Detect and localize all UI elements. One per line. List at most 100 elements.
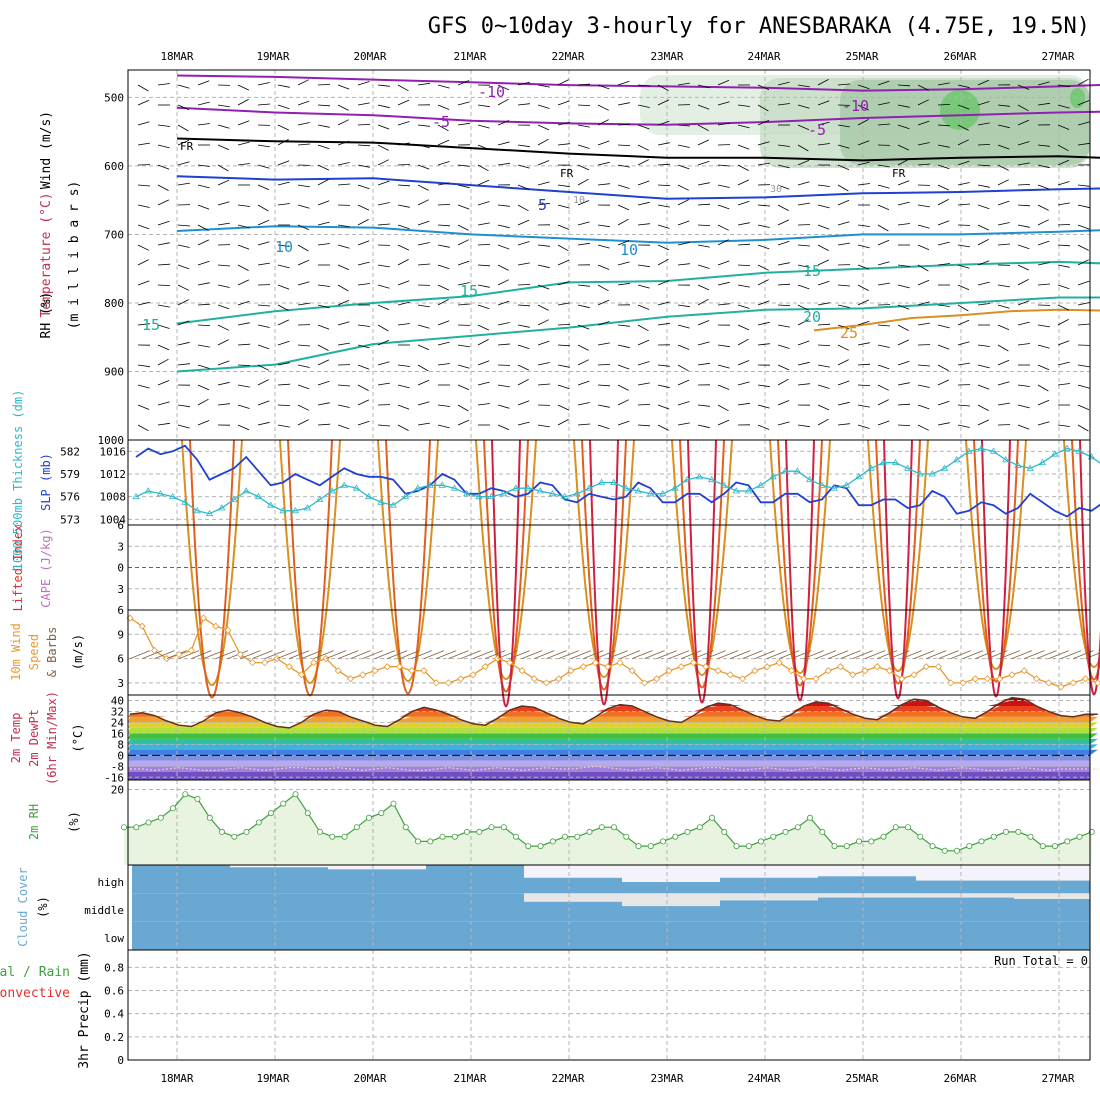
pressure-tick-label: 1000 bbox=[98, 434, 125, 447]
upper-wind-barb bbox=[997, 200, 1010, 206]
rh2m-marker bbox=[770, 833, 777, 840]
top-date-label: 23MAR bbox=[650, 50, 683, 63]
upper-wind-barb bbox=[477, 179, 490, 186]
upper-wind-barb bbox=[457, 164, 470, 167]
thickness-marker bbox=[769, 473, 777, 480]
upper-wind-barb bbox=[417, 364, 429, 372]
wind-speed-marker bbox=[702, 663, 710, 671]
upper-wind-barb bbox=[377, 223, 391, 226]
wind10-barb bbox=[656, 650, 677, 659]
upper-wind-barb bbox=[1057, 159, 1070, 166]
upper-wind-barb bbox=[957, 182, 970, 186]
slp-tick-label: 1008 bbox=[100, 491, 127, 504]
upper-wind-barb bbox=[737, 104, 750, 107]
upper-wind-barb bbox=[337, 404, 350, 408]
upper-wind-barb bbox=[757, 244, 770, 250]
thickness-marker bbox=[1051, 450, 1059, 457]
surface-isotherm-lobe bbox=[671, 439, 733, 676]
upper-wind-barb bbox=[517, 400, 530, 406]
wind-speed-marker bbox=[971, 675, 979, 683]
upper-wind-barb bbox=[477, 104, 490, 108]
upper-wind-barb bbox=[557, 344, 571, 347]
upper-wind-barb bbox=[877, 80, 890, 86]
temp2m-tick-label: -8 bbox=[111, 760, 124, 773]
cloud-cover-middle bbox=[1014, 899, 1090, 922]
wind-speed-marker bbox=[199, 614, 208, 622]
upper-wind-barb bbox=[637, 424, 651, 427]
upper-wind-barb bbox=[297, 259, 310, 266]
contour-label: 5 bbox=[538, 196, 547, 214]
rh2m-marker bbox=[868, 838, 875, 845]
upper-wind-barb bbox=[1057, 264, 1070, 268]
upper-wind-barb bbox=[437, 244, 450, 248]
upper-wind-barb bbox=[797, 244, 811, 247]
upper-wind-barb bbox=[377, 159, 389, 166]
upper-wind-barb bbox=[517, 241, 530, 246]
surface-isotherm-lobe bbox=[777, 439, 823, 687]
upper-wind-barb bbox=[157, 184, 169, 191]
upper-wind-barb bbox=[197, 204, 210, 210]
upper-wind-barb bbox=[417, 379, 430, 386]
upper-wind-barb bbox=[337, 119, 349, 126]
upper-wind-barb bbox=[857, 244, 870, 249]
upper-wind-barb bbox=[637, 324, 649, 332]
thickness-marker bbox=[622, 484, 630, 491]
upper-wind-barb bbox=[157, 144, 170, 149]
rh2m-marker bbox=[255, 819, 262, 826]
wind10-barb bbox=[534, 650, 555, 659]
cloud-cover-low bbox=[1014, 921, 1090, 950]
rh2m-marker bbox=[672, 833, 679, 840]
upper-wind-barb bbox=[757, 279, 769, 286]
upper-wind-barb bbox=[1057, 424, 1070, 427]
wind-speed-marker bbox=[1045, 679, 1053, 687]
upper-wind-barb bbox=[177, 182, 190, 186]
upper-wind-barb bbox=[997, 304, 1010, 309]
wind-speed-marker bbox=[812, 675, 820, 683]
upper-wind-barb bbox=[337, 299, 350, 306]
cloud-cover-middle bbox=[622, 906, 720, 922]
wind10-barb bbox=[313, 650, 334, 659]
rh2m-marker bbox=[169, 805, 176, 812]
cloud-axis-label: Cloud Cover bbox=[16, 867, 30, 946]
surface-isotherm-lobe bbox=[769, 439, 831, 674]
rh2m-area bbox=[124, 794, 1092, 865]
temperature-band bbox=[128, 722, 1098, 728]
upper-wind-barb bbox=[1017, 264, 1030, 271]
rh2m-marker bbox=[1039, 843, 1046, 850]
upper-wind-barb bbox=[517, 103, 530, 106]
cloud-level-middle: middle bbox=[84, 904, 124, 917]
upper-wind-barb bbox=[157, 242, 170, 246]
wind-speed-marker bbox=[751, 667, 759, 675]
upper-wind-barb bbox=[777, 400, 790, 406]
upper-wind-barb bbox=[757, 84, 770, 91]
upper-wind-barb bbox=[397, 364, 410, 367]
thickness-marker bbox=[842, 481, 851, 488]
upper-wind-barb bbox=[677, 364, 689, 372]
upper-wind-barb bbox=[897, 180, 910, 186]
upper-wind-barb bbox=[517, 204, 529, 212]
upper-wind-barb bbox=[837, 83, 851, 86]
surface-isotherm-lobe bbox=[883, 439, 913, 700]
upper-wind-barb bbox=[1037, 81, 1050, 86]
upper-wind-barb bbox=[317, 380, 330, 386]
upper-wind-barb bbox=[517, 81, 530, 86]
rh2m-marker bbox=[121, 824, 128, 831]
wind-speed-marker bbox=[138, 622, 146, 630]
upper-wind-barb bbox=[857, 404, 870, 408]
upper-wind-barb bbox=[497, 279, 509, 286]
upper-wind-barb bbox=[857, 299, 870, 306]
rh2m-marker bbox=[329, 833, 336, 840]
upper-wind-barb bbox=[937, 364, 949, 371]
upper-wind-barb bbox=[297, 204, 310, 209]
rh2m-marker bbox=[341, 833, 348, 840]
upper-wind-barb bbox=[1077, 244, 1089, 251]
upper-wind-barb bbox=[817, 224, 830, 230]
thickness-marker bbox=[181, 498, 189, 505]
rh2m-marker bbox=[586, 828, 593, 835]
upper-wind-barb bbox=[457, 80, 470, 86]
upper-wind-barb bbox=[237, 300, 250, 306]
thickness-marker bbox=[401, 492, 410, 500]
upper-wind-barb bbox=[517, 144, 530, 148]
thickness-marker bbox=[450, 484, 459, 491]
rh2m-marker bbox=[182, 791, 189, 798]
